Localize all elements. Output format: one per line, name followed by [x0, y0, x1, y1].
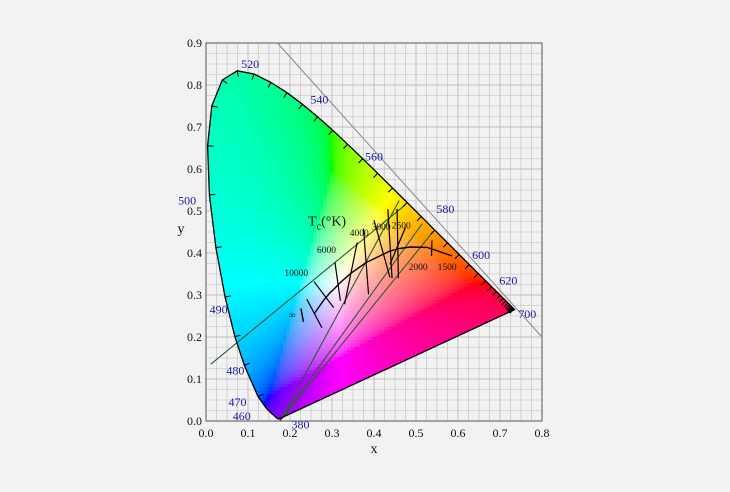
cct-label: 6000 [317, 246, 336, 256]
x-tick-label: 0.4 [367, 426, 382, 440]
wavelength-label: 580 [436, 202, 454, 216]
y-tick-label: 0.9 [187, 36, 202, 50]
wavelength-label: 460 [233, 409, 251, 423]
wavelength-label: 480 [226, 364, 244, 378]
cct-label: ∞ [289, 311, 296, 321]
wavelength-label: 470 [229, 395, 247, 409]
wavelength-label: 620 [499, 273, 517, 287]
y-tick-label: 0.2 [187, 330, 202, 344]
x-tick-label: 0.7 [493, 426, 508, 440]
x-tick-label: 0.5 [409, 426, 424, 440]
wavelength-label: 600 [472, 248, 490, 262]
cct-label: 2000 [409, 263, 428, 273]
x-tick-label: 0.6 [451, 426, 466, 440]
y-tick-label: 0.6 [187, 162, 202, 176]
y-tick-label: 0.4 [187, 246, 202, 260]
cct-label: 1500 [438, 263, 457, 273]
x-tick-label: 0.8 [535, 426, 550, 440]
wavelength-label: 500 [178, 194, 196, 208]
x-tick-label: 0.1 [241, 426, 256, 440]
wavelength-label: 700 [518, 307, 536, 321]
x-tick-label: 0.3 [325, 426, 340, 440]
y-tick-label: 0.1 [187, 372, 202, 386]
cct-label: 3000 [372, 223, 391, 233]
wavelength-label: 380 [292, 417, 310, 431]
x-axis-label: x [371, 442, 378, 457]
x-tick-label: 0.0 [199, 426, 214, 440]
y-axis-label: y [178, 222, 185, 237]
cct-label: 2500 [392, 222, 411, 232]
y-tick-label: 0.3 [187, 288, 202, 302]
cct-label: 10000 [284, 269, 308, 279]
wavelength-label: 540 [310, 93, 328, 107]
cct-title-unit: (°K) [321, 215, 346, 230]
wavelength-label: 520 [241, 57, 259, 71]
cct-label: 4000 [350, 229, 369, 239]
y-tick-label: 0.7 [187, 120, 202, 134]
y-tick-label: 0.0 [187, 414, 202, 428]
wavelength-label: 490 [210, 303, 228, 317]
y-tick-label: 0.8 [187, 78, 202, 92]
wavelength-label: 560 [365, 149, 383, 163]
